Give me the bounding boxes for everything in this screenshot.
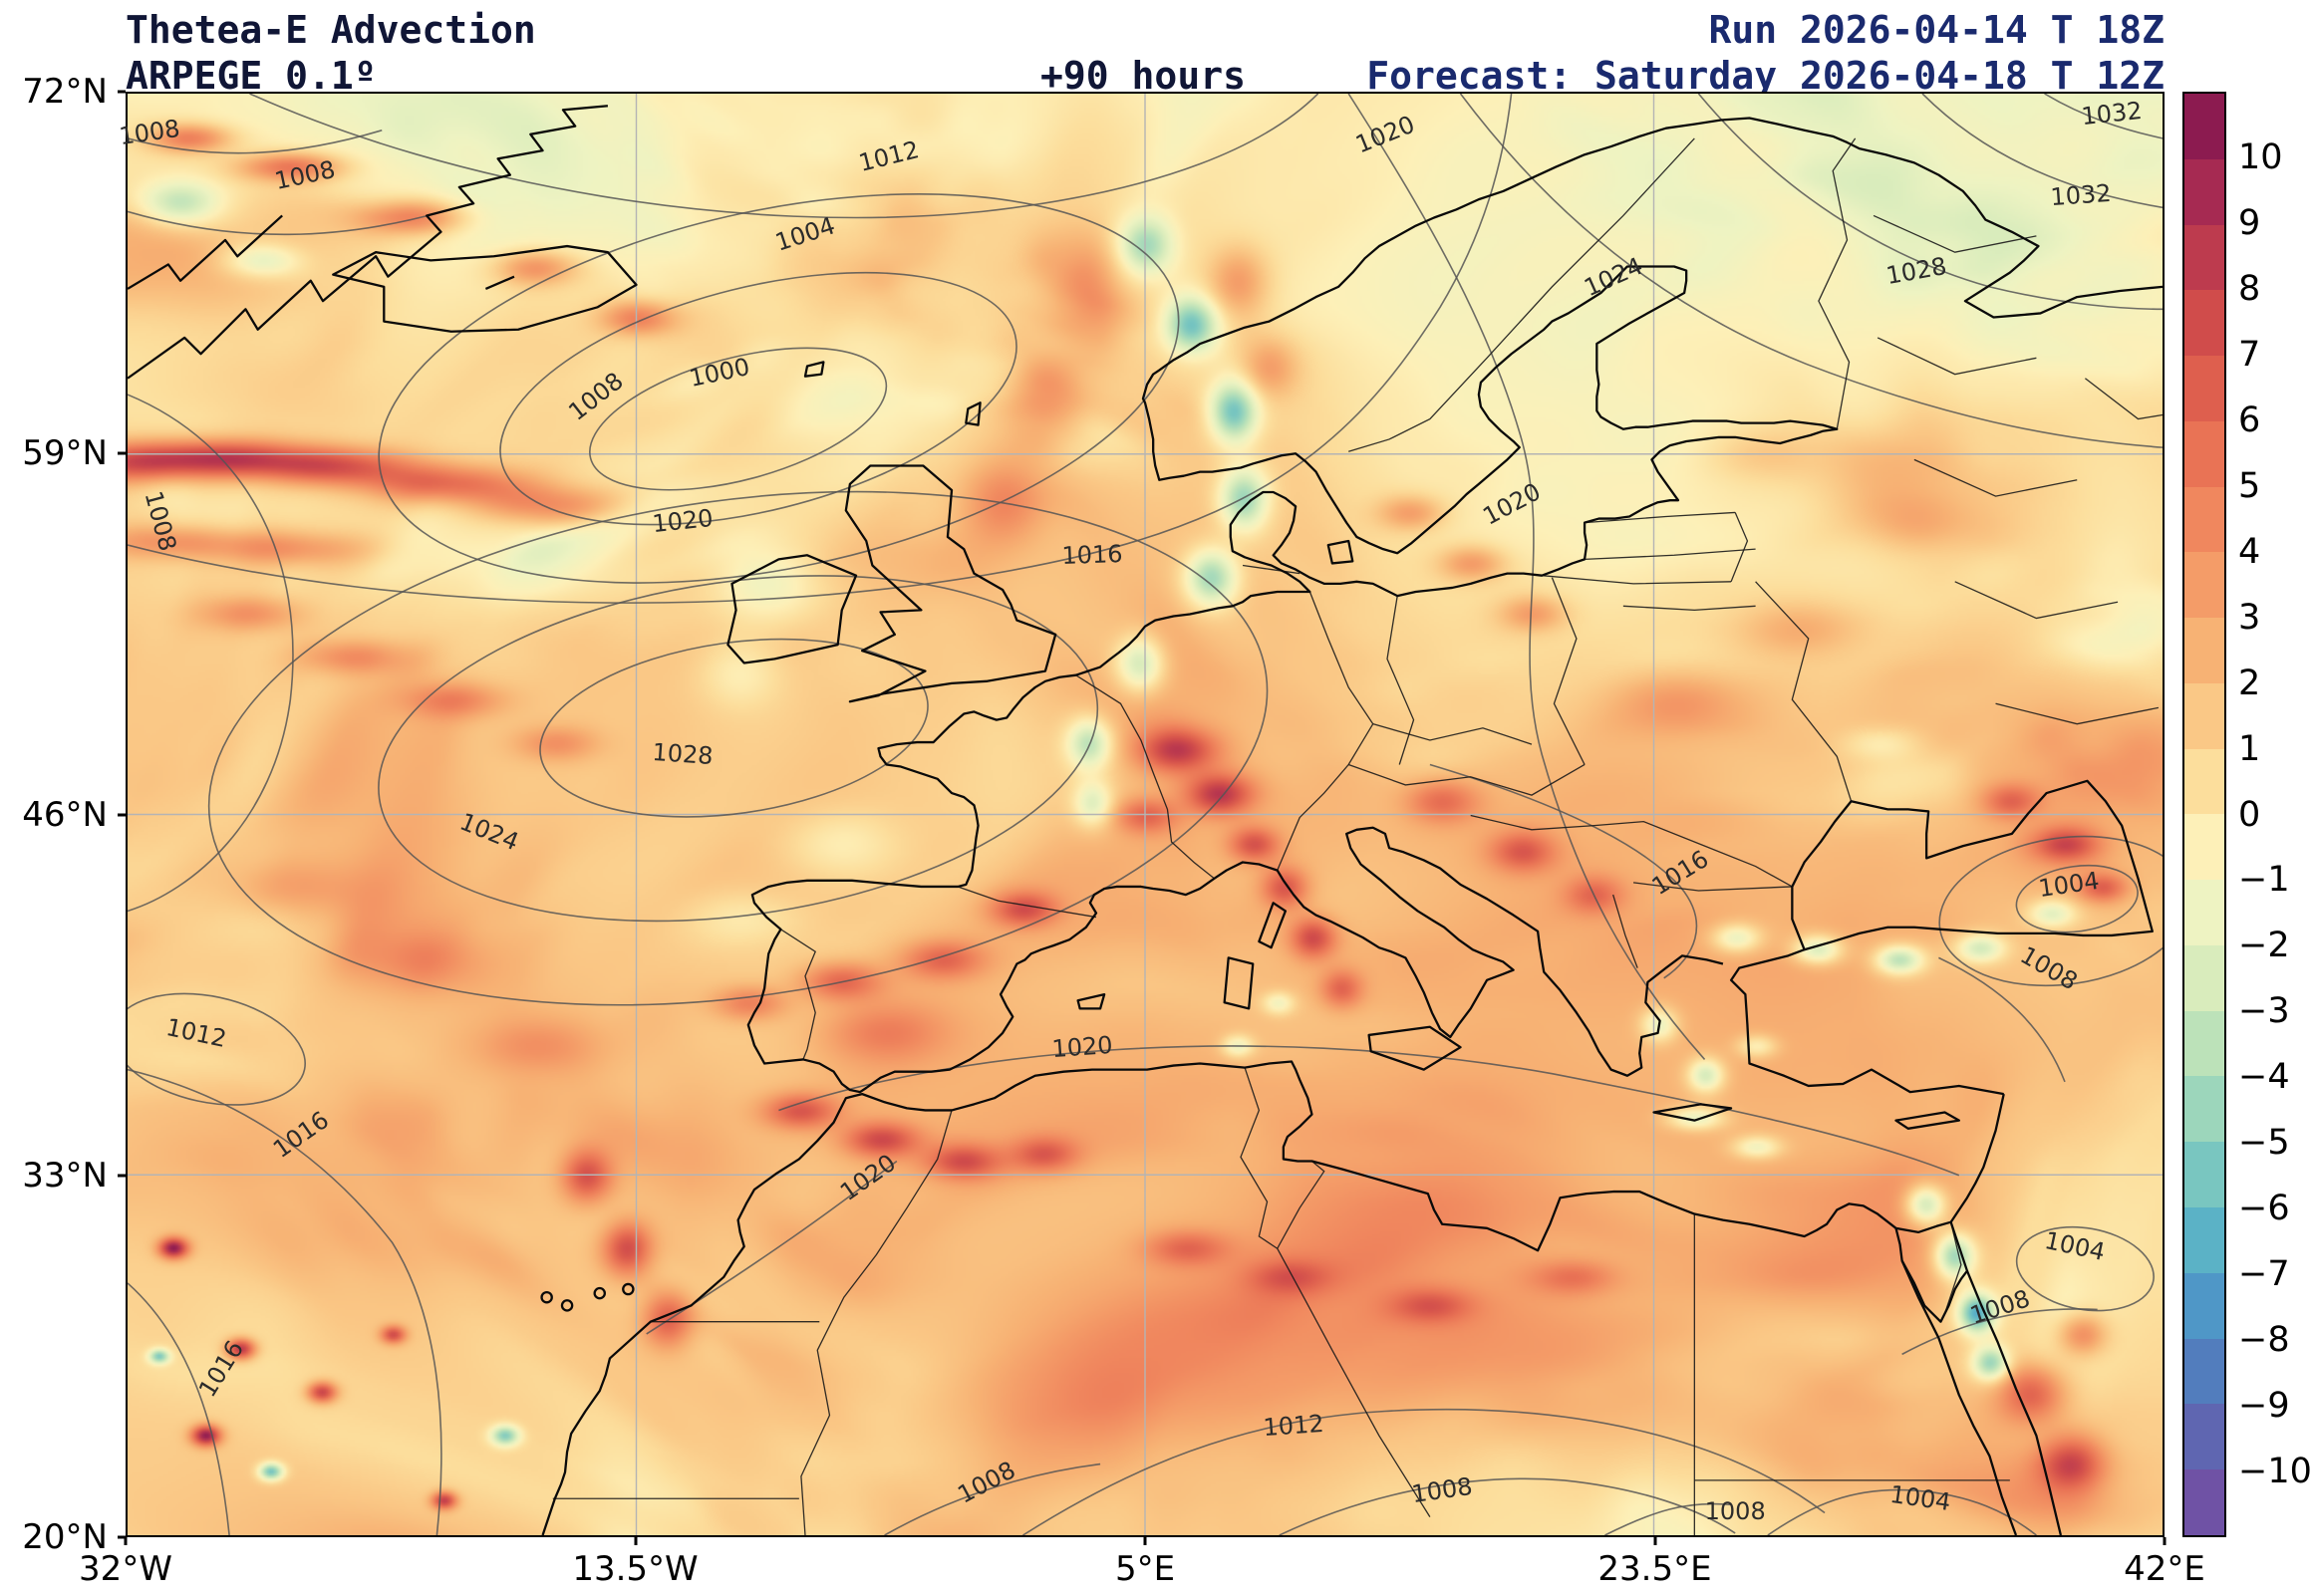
colorbar-segment	[2184, 944, 2224, 1011]
colorbar-segment	[2184, 880, 2224, 945]
lon-tick-mark	[124, 1537, 128, 1545]
colorbar-segment	[2184, 94, 2224, 159]
colorbar-tick-label: 3	[2238, 597, 2261, 638]
lon-tick-label: 42°E	[2124, 1549, 2205, 1589]
lat-tick-label: 20°N	[22, 1517, 108, 1557]
colorbar-segment	[2184, 748, 2224, 815]
colorbar-tick-label: 6	[2238, 399, 2261, 440]
lon-tick-mark	[2163, 1537, 2167, 1545]
colorbar-tick-label: −4	[2238, 1057, 2290, 1098]
colorbar-segment	[2184, 618, 2224, 683]
coastlines	[128, 106, 2163, 1535]
lat-tick-label: 46°N	[22, 794, 108, 835]
colorbar-segment	[2184, 682, 2224, 749]
longitude-axis: 32°W 13.5°W 5°E 23.5°E 42°E	[79, 1537, 2205, 1591]
country-borders	[553, 138, 2163, 1535]
colorbar-segment	[2184, 420, 2224, 487]
lon-tick-mark	[1653, 1537, 1656, 1545]
colorbar-tick-label: −3	[2238, 991, 2290, 1032]
colorbar-tick-label: −5	[2238, 1123, 2290, 1164]
colorbar-segment	[2184, 1469, 2224, 1535]
colorbar-tick-label: 1	[2238, 728, 2261, 769]
lead-time-label: +90 hours	[1040, 54, 1246, 98]
colorbar-segment	[2184, 1272, 2224, 1339]
lon-tick-mark	[634, 1537, 637, 1545]
lat-tick-mark	[118, 813, 126, 816]
graticule	[128, 94, 2163, 1535]
colorbar-segment	[2184, 356, 2224, 421]
colorbar-segment	[2184, 224, 2224, 291]
model-label: ARPEGE 0.1º	[126, 54, 377, 98]
colorbar-tick-label: −2	[2238, 926, 2290, 966]
colorbar-tick-label: −7	[2238, 1254, 2290, 1295]
colorbar-segment	[2184, 552, 2224, 619]
colorbar-tick-label: 7	[2238, 334, 2261, 375]
colorbar-tick-label: −8	[2238, 1320, 2290, 1361]
forecast-label: Forecast: Saturday 2026-04-18 T 12Z	[1366, 54, 2165, 98]
colorbar-tick-label: −1	[2238, 860, 2290, 901]
colorbar-segment	[2184, 1338, 2224, 1405]
colorbar-segment	[2184, 1010, 2224, 1077]
colorbar-segment	[2184, 158, 2224, 225]
lat-tick-label: 72°N	[22, 72, 108, 112]
colorbar-tick-label: 10	[2238, 136, 2283, 177]
colorbar-segment	[2184, 814, 2224, 881]
colorbar-segment	[2184, 486, 2224, 553]
lat-tick-mark	[118, 1535, 126, 1539]
lat-tick-label: 59°N	[22, 432, 108, 473]
colorbar	[2182, 92, 2226, 1537]
map-plot-area: 1008 1008 1012 1004 1000 1008 1020 1024 1028 1032…	[118, 92, 2165, 1537]
colorbar-tick-label: −10	[2238, 1452, 2312, 1492]
lat-tick-mark	[118, 1174, 126, 1178]
lon-tick-mark	[1143, 1537, 1147, 1545]
lat-tick-label: 33°N	[22, 1156, 108, 1197]
colorbar-tick-labels: 10 9 8 7 6 5 4 3 2 1 0 −1 −2 −3 −4 −5 −6 −7 −8 −9 −10	[2238, 92, 2312, 1537]
lon-tick-label: 23.5°E	[1597, 1549, 1712, 1589]
colorbar-tick-label: 8	[2238, 268, 2261, 309]
lat-tick-mark	[118, 90, 126, 94]
lon-tick-label: 13.5°W	[572, 1549, 699, 1589]
colorbar-tick-label: −6	[2238, 1189, 2290, 1229]
chart-title: Thetea-E Advection	[126, 8, 536, 52]
colorbar-tick-label: 0	[2238, 794, 2261, 835]
lon-tick-label: 5°E	[1114, 1549, 1176, 1589]
colorbar-tick-label: 4	[2238, 531, 2261, 572]
colorbar-tick-label: 5	[2238, 465, 2261, 506]
colorbar-segment	[2184, 1142, 2224, 1208]
latitude-axis: 72°N 59°N 46°N 33°N 20°N	[0, 72, 126, 1557]
lon-tick-label: 32°W	[79, 1549, 172, 1589]
colorbar-segment	[2184, 1076, 2224, 1143]
lat-tick-mark	[118, 451, 126, 455]
colorbar-tick-label: −9	[2238, 1386, 2290, 1427]
colorbar-tick-label: 2	[2238, 663, 2261, 703]
colorbar-segment	[2184, 290, 2224, 357]
run-label: Run 2026-04-14 T 18Z	[1708, 8, 2165, 52]
colorbar-tick-label: 9	[2238, 202, 2261, 243]
map-overlay	[128, 94, 2163, 1535]
colorbar-segment	[2184, 1207, 2224, 1273]
colorbar-segment	[2184, 1404, 2224, 1470]
